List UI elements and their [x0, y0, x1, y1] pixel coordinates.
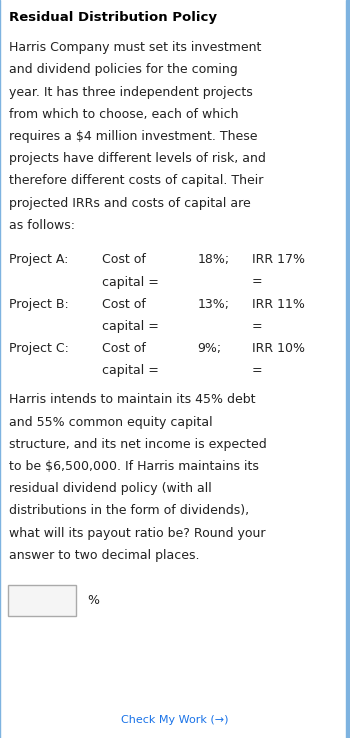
- Text: capital =: capital =: [102, 365, 158, 377]
- Text: =: =: [252, 365, 262, 377]
- Text: to be $6,500,000. If Harris maintains its: to be $6,500,000. If Harris maintains it…: [9, 460, 259, 473]
- Text: Residual Distribution Policy: Residual Distribution Policy: [9, 11, 217, 24]
- Text: IRR 10%: IRR 10%: [252, 342, 305, 355]
- Text: structure, and its net income is expected: structure, and its net income is expecte…: [9, 438, 266, 451]
- Text: capital =: capital =: [102, 320, 158, 333]
- Text: IRR 11%: IRR 11%: [252, 297, 305, 311]
- Text: Check My Work (→): Check My Work (→): [121, 714, 229, 725]
- Text: 18%;: 18%;: [198, 253, 230, 266]
- Text: Project C:: Project C:: [9, 342, 69, 355]
- Text: answer to two decimal places.: answer to two decimal places.: [9, 549, 199, 562]
- Text: Cost of: Cost of: [102, 297, 145, 311]
- Text: distributions in the form of dividends),: distributions in the form of dividends),: [9, 504, 249, 517]
- Text: Project B:: Project B:: [9, 297, 69, 311]
- Text: as follows:: as follows:: [9, 219, 75, 232]
- Text: from which to choose, each of which: from which to choose, each of which: [9, 108, 238, 121]
- Text: Harris Company must set its investment: Harris Company must set its investment: [9, 41, 261, 54]
- Text: IRR 17%: IRR 17%: [252, 253, 305, 266]
- Text: 13%;: 13%;: [198, 297, 230, 311]
- Text: and 55% common equity capital: and 55% common equity capital: [9, 415, 212, 429]
- Text: Cost of: Cost of: [102, 253, 145, 266]
- Text: capital =: capital =: [102, 275, 158, 289]
- Text: 9%;: 9%;: [198, 342, 222, 355]
- Text: projected IRRs and costs of capital are: projected IRRs and costs of capital are: [9, 196, 251, 210]
- Text: year. It has three independent projects: year. It has three independent projects: [9, 86, 252, 98]
- Text: requires a $4 million investment. These: requires a $4 million investment. These: [9, 130, 257, 143]
- Text: =: =: [252, 275, 262, 289]
- Text: =: =: [252, 320, 262, 333]
- Text: projects have different levels of risk, and: projects have different levels of risk, …: [9, 152, 266, 165]
- Text: Cost of: Cost of: [102, 342, 145, 355]
- Text: %: %: [88, 594, 99, 607]
- Text: therefore different costs of capital. Their: therefore different costs of capital. Th…: [9, 174, 263, 187]
- Text: and dividend policies for the coming: and dividend policies for the coming: [9, 63, 238, 76]
- Text: residual dividend policy (with all: residual dividend policy (with all: [9, 482, 211, 495]
- Text: Harris intends to maintain its 45% debt: Harris intends to maintain its 45% debt: [9, 393, 255, 407]
- FancyBboxPatch shape: [8, 585, 76, 616]
- Bar: [346, 0, 350, 738]
- Text: what will its payout ratio be? Round your: what will its payout ratio be? Round you…: [9, 527, 265, 539]
- Text: Project A:: Project A:: [9, 253, 68, 266]
